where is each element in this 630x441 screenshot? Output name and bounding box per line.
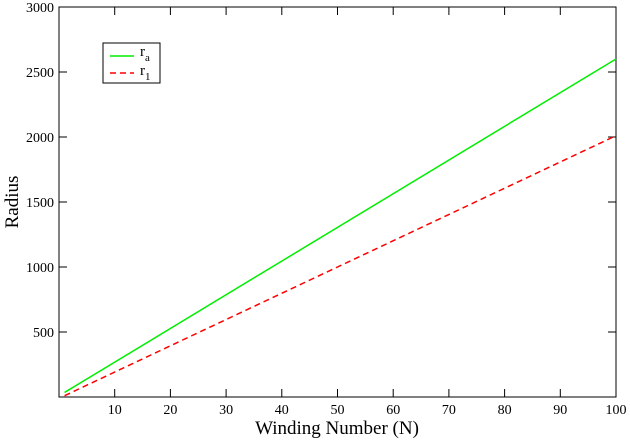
legend-label-r1: r1 <box>140 63 151 83</box>
y-axis-title: Radius <box>2 176 23 229</box>
x-axis-title: Winding Number (N) <box>255 418 419 439</box>
legend-label-r1-sub: 1 <box>145 71 151 83</box>
legend-label-ra-main: r <box>140 44 145 60</box>
x-tick-label-90: 90 <box>553 403 567 418</box>
x-tick-label-60: 60 <box>386 403 400 418</box>
legend-box <box>102 42 161 84</box>
y-tick-label-3000: 3000 <box>26 1 54 16</box>
legend-label-ra: ra <box>140 44 150 64</box>
y-tick-label-2000: 2000 <box>26 131 54 146</box>
legend-label-ra-sub: a <box>145 52 150 64</box>
series-line-ra <box>64 58 617 394</box>
y-tick-label-1500: 1500 <box>26 196 54 211</box>
x-tick-label-100: 100 <box>606 403 627 418</box>
x-tick-label-50: 50 <box>331 403 345 418</box>
x-tick-label-70: 70 <box>442 403 456 418</box>
legend: ra r1 <box>102 42 161 84</box>
series-layer <box>64 58 617 397</box>
x-tick-label-30: 30 <box>219 403 233 418</box>
x-tick-label-20: 20 <box>163 403 177 418</box>
x-axis-ticks: 10 20 30 40 50 60 70 80 90 100 <box>108 7 627 418</box>
y-tick-label-2500: 2500 <box>26 66 54 81</box>
series-line-r1 <box>64 135 617 397</box>
x-tick-label-40: 40 <box>275 403 289 418</box>
y-axis-ticks: 500 1000 1500 2000 2500 3000 <box>26 1 616 341</box>
x-tick-label-10: 10 <box>108 403 122 418</box>
legend-label-r1-main: r <box>140 63 145 79</box>
x-tick-label-80: 80 <box>498 403 512 418</box>
y-tick-label-500: 500 <box>33 326 54 341</box>
y-tick-label-1000: 1000 <box>26 261 54 276</box>
